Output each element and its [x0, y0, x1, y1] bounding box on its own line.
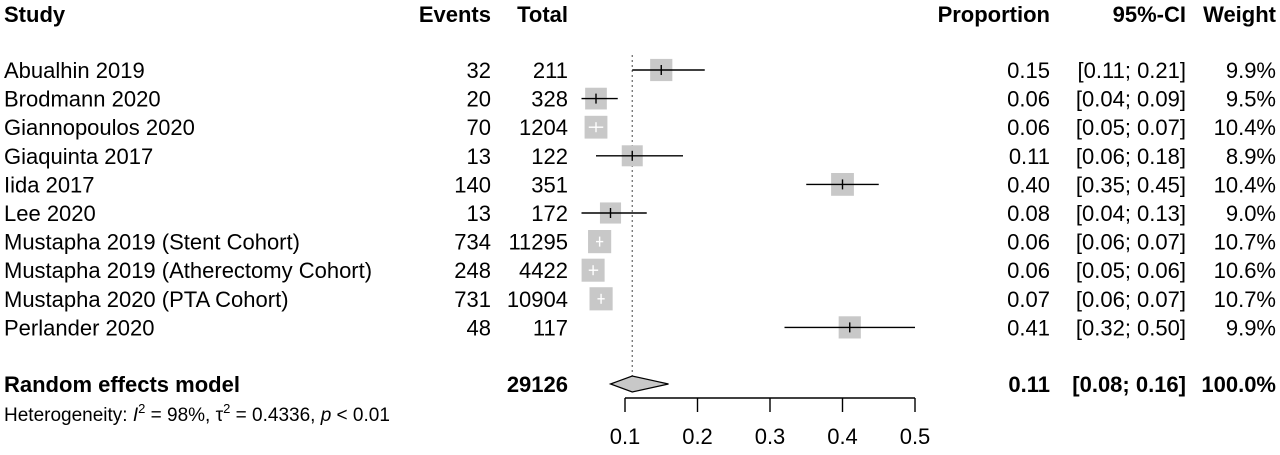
study-proportion: 0.06 — [1007, 115, 1050, 140]
study-weight: 10.4% — [1214, 115, 1276, 140]
x-axis-tick-label: 0.1 — [610, 424, 641, 449]
study-ci: [0.11; 0.21] — [1078, 58, 1186, 83]
heterogeneity-text: Heterogeneity: I2 = 98%, τ2 = 0.4336, p … — [4, 401, 390, 426]
study-name: Brodmann 2020 — [4, 87, 161, 112]
study-proportion: 0.40 — [1007, 172, 1050, 197]
summary-ci: [0.08; 0.16] — [1072, 372, 1186, 397]
study-total: 172 — [531, 201, 568, 226]
x-axis-tick-label: 0.3 — [755, 424, 786, 449]
header-weight: Weight — [1203, 2, 1277, 27]
study-ci: [0.06; 0.07] — [1076, 230, 1186, 255]
study-proportion: 0.41 — [1007, 315, 1050, 340]
tau-value: = 0.4336, — [230, 405, 320, 426]
i2-superscript: 2 — [138, 401, 145, 416]
i2-value: = 98%, — [145, 405, 215, 426]
study-proportion: 0.07 — [1007, 287, 1050, 312]
study-events: 248 — [454, 258, 491, 283]
study-name: Perlander 2020 — [4, 315, 154, 340]
study-total: 11295 — [508, 230, 568, 255]
study-events: 70 — [467, 115, 491, 140]
study-ci: [0.32; 0.50] — [1076, 315, 1186, 340]
summary-weight: 100.0% — [1201, 372, 1276, 397]
tau-symbol: τ — [216, 405, 224, 426]
study-events: 32 — [467, 58, 491, 83]
x-axis: 0.1 0.2 0.3 0.4 0.5 — [610, 397, 931, 449]
tau-superscript: 2 — [223, 401, 230, 416]
study-total: 211 — [533, 58, 568, 83]
summary-label: Random effects model — [4, 372, 240, 397]
summary-total: 29126 — [507, 372, 568, 397]
study-name: Abualhin 2019 — [4, 58, 145, 83]
study-events: 13 — [467, 144, 491, 169]
study-ci: [0.35; 0.45] — [1076, 172, 1186, 197]
x-axis-tick-label: 0.5 — [900, 424, 931, 449]
study-total: 328 — [531, 87, 568, 112]
study-name: Mustapha 2019 (Atherectomy Cohort) — [4, 258, 372, 283]
study-proportion: 0.15 — [1007, 58, 1050, 83]
header-study: Study — [4, 2, 66, 27]
study-proportion: 0.06 — [1007, 258, 1050, 283]
study-name: Lee 2020 — [4, 201, 96, 226]
study-events: 734 — [454, 230, 491, 255]
x-axis-tick-label: 0.4 — [827, 424, 858, 449]
study-ci: [0.04; 0.09] — [1076, 87, 1186, 112]
study-weight: 10.7% — [1214, 230, 1276, 255]
study-name: Giaquinta 2017 — [4, 144, 153, 169]
study-weight: 9.0% — [1226, 201, 1276, 226]
study-weight: 9.9% — [1226, 315, 1276, 340]
study-events: 140 — [454, 172, 491, 197]
study-total: 1204 — [519, 115, 568, 140]
study-total: 117 — [533, 315, 568, 340]
study-total: 351 — [531, 172, 568, 197]
study-events: 20 — [467, 87, 491, 112]
study-weight: 9.5% — [1226, 87, 1276, 112]
header-proportion: Proportion — [938, 2, 1050, 27]
study-proportion: 0.08 — [1007, 201, 1050, 226]
study-proportion: 0.06 — [1007, 87, 1050, 112]
study-total: 122 — [531, 144, 568, 169]
study-proportion: 0.11 — [1009, 144, 1050, 169]
study-weight: 10.7% — [1214, 287, 1276, 312]
p-value: < 0.01 — [331, 405, 390, 426]
study-events: 731 — [454, 287, 491, 312]
study-name: Mustapha 2019 (Stent Cohort) — [4, 230, 300, 255]
heterogeneity-prefix: Heterogeneity: — [4, 405, 133, 426]
study-rows: Abualhin 2019 32 211 0.15 [0.11; 0.21] 9.9% Br… — [4, 58, 1276, 340]
study-proportion: 0.06 — [1007, 230, 1050, 255]
study-ci: [0.06; 0.18] — [1076, 144, 1186, 169]
study-ci: [0.05; 0.07] — [1076, 115, 1186, 140]
x-axis-tick-label: 0.2 — [682, 424, 713, 449]
study-weight: 8.9% — [1226, 144, 1276, 169]
study-ci: [0.05; 0.06] — [1076, 258, 1186, 283]
study-ci: [0.06; 0.07] — [1076, 287, 1186, 312]
p-symbol: p — [320, 405, 332, 426]
study-name: Iida 2017 — [4, 172, 95, 197]
study-events: 13 — [467, 201, 491, 226]
summary-proportion: 0.11 — [1008, 372, 1050, 397]
header-total: Total — [517, 2, 568, 27]
study-name: Mustapha 2020 (PTA Cohort) — [4, 287, 289, 312]
summary-diamond — [608, 375, 669, 393]
i2-symbol: I — [133, 405, 139, 426]
study-total: 4422 — [519, 258, 568, 283]
header-events: Events — [419, 2, 491, 27]
study-events: 48 — [467, 315, 491, 340]
study-weight: 10.6% — [1214, 258, 1276, 283]
study-total: 10904 — [507, 287, 568, 312]
study-name: Giannopoulos 2020 — [4, 115, 195, 140]
header-ci: 95%-CI — [1113, 2, 1186, 27]
study-ci: [0.04; 0.13] — [1076, 201, 1186, 226]
study-weight: 9.9% — [1226, 58, 1276, 83]
study-weight: 10.4% — [1214, 172, 1276, 197]
